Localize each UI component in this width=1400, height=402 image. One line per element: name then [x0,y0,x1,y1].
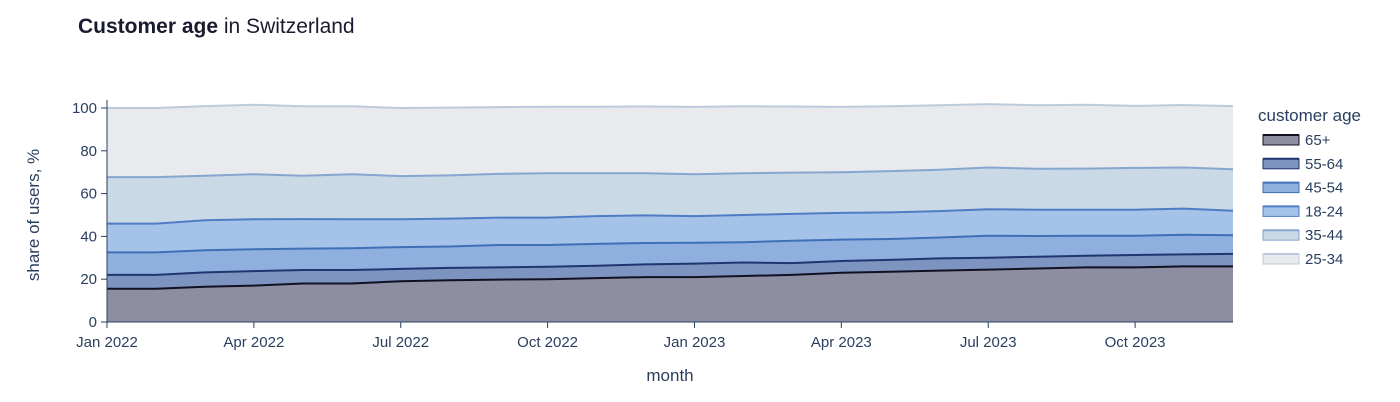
legend-label: 35-44 [1305,227,1343,244]
x-tick-label: Jan 2023 [664,334,726,351]
area-35-44 [107,167,1233,224]
area-45-54 [107,234,1233,275]
legend-label: 25-34 [1305,251,1343,268]
y-tick-label: 80 [80,143,97,160]
legend-label: 45-54 [1305,180,1343,197]
x-tick-label: Oct 2022 [517,334,578,351]
chart-title: Customer age in Switzerland [78,15,355,39]
x-tick-label: Apr 2023 [811,334,872,351]
x-tick-label: Apr 2022 [223,334,284,351]
legend-swatch [1262,253,1300,265]
legend-swatch [1262,134,1300,146]
y-axis-title: share of users, % [24,149,43,281]
x-tick-label: Jan 2022 [76,334,138,351]
x-axis-title: month [646,366,693,385]
y-tick-label: 40 [80,228,97,245]
legend-label: 18-24 [1305,203,1343,220]
line-55-64 [107,252,1234,276]
legend-label: 55-64 [1305,156,1343,173]
chart-title-bold: Customer age [78,15,219,38]
chart-title-rest: in Switzerland [218,15,355,38]
line-18-24 [107,207,1234,225]
line-45-54 [107,233,1234,254]
y-tick-label: 60 [80,186,97,203]
axes: 0 20 40 60 80 100 Jan 2022 Apr 2022 Jul 2022 Oct … [24,100,1233,385]
area-55-64 [107,253,1233,289]
line-65plus [107,265,1233,290]
y-tick-label: 100 [72,100,97,117]
legend-label: 65+ [1305,132,1331,149]
legend: customer age 65+ 55-64 45-54 18-24 35-44 25-34 [1258,106,1361,268]
x-tick-label: Oct 2023 [1105,334,1166,351]
y-tick-label: 20 [80,271,97,288]
legend-swatch [1262,158,1300,170]
legend-title: customer age [1258,106,1361,125]
y-tick-label: 0 [89,314,97,331]
area-25-34 [107,104,1233,178]
legend-swatch [1262,229,1300,241]
line-25-34 [107,103,1234,110]
legend-swatch [1262,182,1300,194]
plot-area [107,103,1234,322]
x-tick-label: Jul 2022 [372,334,429,351]
x-tick-label: Jul 2023 [960,334,1017,351]
legend-swatch [1262,205,1300,217]
area-65plus [107,266,1233,322]
line-35-44 [107,166,1234,179]
